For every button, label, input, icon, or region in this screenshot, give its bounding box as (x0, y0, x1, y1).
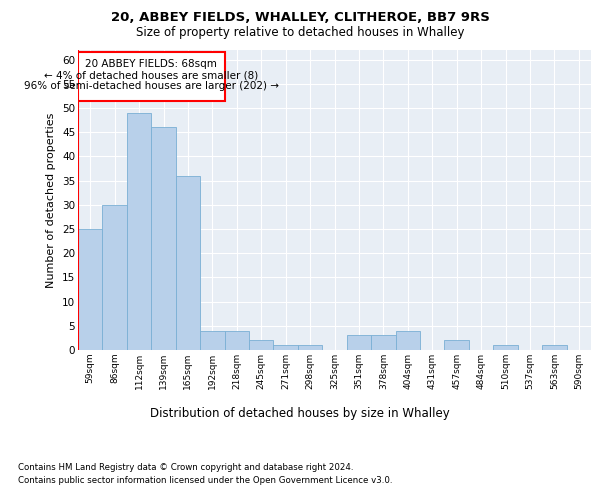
Bar (151, 128, 176, 350)
Bar (78, 52, 224, 101)
Bar (78, 229, 103, 350)
Text: 20, ABBEY FIELDS, WHALLEY, CLITHEROE, BB7 9RS: 20, ABBEY FIELDS, WHALLEY, CLITHEROE, BB… (110, 11, 490, 24)
Text: Size of property relative to detached houses in Whalley: Size of property relative to detached ho… (136, 26, 464, 39)
Bar (249, 340, 274, 350)
Bar (371, 336, 395, 350)
Bar (542, 345, 566, 350)
Bar (347, 336, 371, 350)
Y-axis label: Number of detached properties: Number of detached properties (46, 112, 56, 288)
Bar (176, 176, 200, 350)
Bar (103, 205, 127, 350)
Bar (200, 330, 224, 350)
Bar (395, 330, 420, 350)
Text: Distribution of detached houses by size in Whalley: Distribution of detached houses by size … (150, 408, 450, 420)
Text: Contains HM Land Registry data © Crown copyright and database right 2024.: Contains HM Land Registry data © Crown c… (18, 462, 353, 471)
Text: ← 4% of detached houses are smaller (8): ← 4% of detached houses are smaller (8) (44, 70, 259, 81)
Bar (127, 113, 151, 350)
Text: 96% of semi-detached houses are larger (202) →: 96% of semi-detached houses are larger (… (24, 82, 279, 92)
Text: 20 ABBEY FIELDS: 68sqm: 20 ABBEY FIELDS: 68sqm (85, 58, 217, 68)
Bar (445, 340, 469, 350)
Bar (224, 330, 249, 350)
Bar (493, 345, 518, 350)
Bar (298, 345, 322, 350)
Bar (274, 345, 298, 350)
Text: Contains public sector information licensed under the Open Government Licence v3: Contains public sector information licen… (18, 476, 392, 485)
